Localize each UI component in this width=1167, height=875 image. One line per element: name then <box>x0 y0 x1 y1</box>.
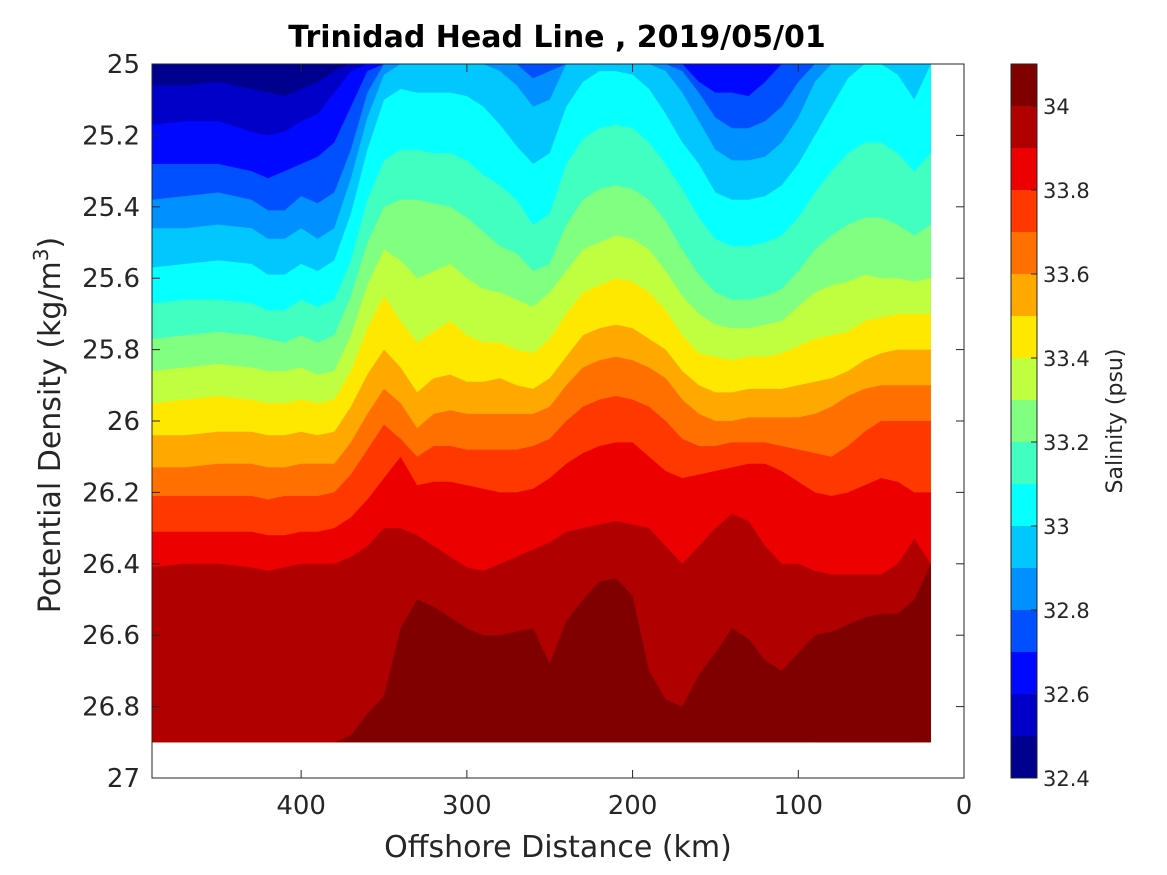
y-tick-label: 25 <box>107 50 140 80</box>
colorbar-segment <box>1011 232 1037 274</box>
colorbar-tick-label: 33.8 <box>1043 179 1090 203</box>
plot-area: 400 300 200 100 0 25 25.2 25.4 25.6 25.8 26 26.2 26… <box>82 50 972 821</box>
colorbar-segment <box>1011 148 1037 190</box>
colorbar-frame <box>1010 63 1038 779</box>
colorbar-segment <box>1011 190 1037 232</box>
y-tick-label: 25.2 <box>82 121 140 151</box>
x-axis-label: Offshore Distance (km) <box>384 830 732 865</box>
y-tick-label: 25.6 <box>82 264 140 294</box>
colorbar-label: Salinity (psu) <box>1103 349 1128 494</box>
colorbar: 32.4 32.6 32.8 33 33.2 33.4 33.6 33.8 34 Salinit… <box>1010 63 1128 791</box>
colorbar-segment <box>1011 652 1037 694</box>
colorbar-segment <box>1011 442 1037 484</box>
y-tick-label: 25.4 <box>82 193 140 223</box>
y-axis-label-main: Potential Density (kg/m <box>33 261 68 613</box>
colorbar-segment <box>1011 106 1037 148</box>
colorbar-segment <box>1011 568 1037 610</box>
contour-bands <box>152 64 931 743</box>
colorbar-segment <box>1011 64 1037 106</box>
colorbar-segment <box>1011 274 1037 316</box>
colorbar-segment <box>1011 610 1037 652</box>
y-tick-label: 25.8 <box>82 336 140 366</box>
colorbar-tick-label: 33.6 <box>1043 263 1090 287</box>
colorbar-tick-label: 33.4 <box>1043 347 1090 371</box>
x-tick-label: 200 <box>608 791 658 821</box>
y-axis: 25 25.2 25.4 25.6 25.8 26 26.2 26.4 26.6 26.8 27 <box>82 50 964 794</box>
x-tick-label: 100 <box>773 791 823 821</box>
y-tick-label: 26.4 <box>82 550 140 580</box>
colorbar-tick-label: 32.6 <box>1043 683 1090 707</box>
colorbar-segments <box>1011 64 1037 778</box>
colorbar-segment <box>1011 400 1037 442</box>
colorbar-tick-label: 33.2 <box>1043 431 1090 455</box>
contour-band <box>152 563 931 743</box>
y-axis-label-superscript: 3 <box>29 248 53 261</box>
x-tick-label: 300 <box>442 791 492 821</box>
y-tick-label: 27 <box>107 764 140 794</box>
colorbar-segment <box>1011 316 1037 358</box>
x-axis: 400 300 200 100 0 <box>276 64 972 821</box>
colorbar-tick-label: 34 <box>1043 95 1070 119</box>
colorbar-tick-label: 32.8 <box>1043 599 1090 623</box>
colorbar-segment <box>1011 484 1037 526</box>
colorbar-tick-label: 33 <box>1043 515 1070 539</box>
colorbar-segment <box>1011 358 1037 400</box>
colorbar-segment <box>1011 526 1037 568</box>
chart-title: Trinidad Head Line , 2019/05/01 <box>288 20 825 55</box>
y-tick-label: 26.2 <box>82 478 140 508</box>
y-tick-label: 26.8 <box>82 693 140 723</box>
y-tick-label: 26.6 <box>82 621 140 651</box>
colorbar-segment <box>1011 694 1037 736</box>
x-tick-label: 400 <box>276 791 326 821</box>
y-tick-label: 26 <box>107 407 140 437</box>
y-axis-label-close: ) <box>33 237 68 249</box>
x-tick-label: 0 <box>956 791 973 821</box>
contour-band <box>152 713 931 743</box>
colorbar-ticks: 32.4 32.6 32.8 33 33.2 33.4 33.6 33.8 34 <box>1031 95 1090 791</box>
colorbar-tick-label: 32.4 <box>1043 767 1090 791</box>
y-axis-label: Potential Density (kg/m3) <box>29 237 68 613</box>
colorbar-segment <box>1011 736 1037 778</box>
